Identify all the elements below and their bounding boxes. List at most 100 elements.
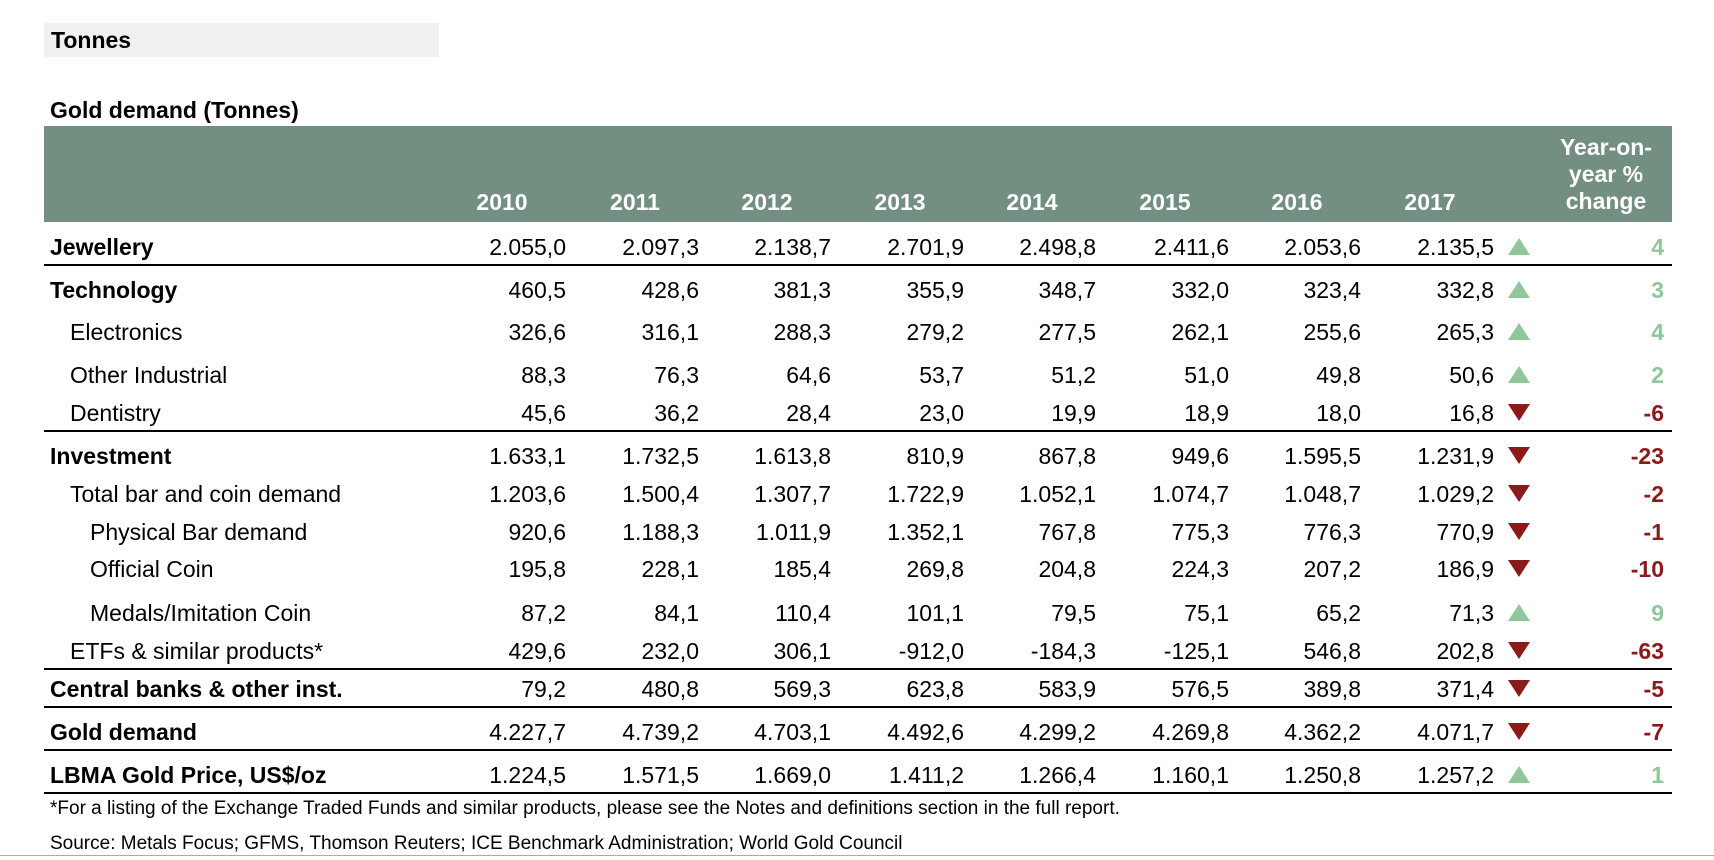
page-divider [0,855,1714,856]
value-cell-2017: 770,9 [1436,519,1494,545]
value-cell-2016: 1.048,7 [1284,481,1361,507]
value-cell-2017: 1.257,2 [1417,762,1494,788]
year-header-2014: 2014 [1006,189,1058,215]
down-triangle-icon [1506,632,1532,670]
value-cell-2011: 1.571,5 [622,762,699,788]
value-cell-2015: 775,3 [1171,519,1229,545]
value-cell-2013: 623,8 [906,676,964,702]
down-triangle-icon [1506,670,1532,708]
down-triangle-icon [1506,550,1532,588]
up-triangle-icon [1506,594,1532,632]
value-cell-2015: 949,6 [1171,443,1229,469]
yoy-change-value: -6 [1643,400,1664,426]
value-cell-2011: 1.188,3 [622,519,699,545]
value-cell-2016: 546,8 [1303,638,1361,664]
value-cell-2011: 316,1 [641,319,699,345]
value-cell-2013: 101,1 [906,600,964,626]
value-cell-2015: 1.074,7 [1152,481,1229,507]
row-label: Investment [50,443,172,469]
up-triangle-icon [1506,271,1532,309]
value-cell-2010: 1.633,1 [489,443,566,469]
yoy-change-value: 2 [1651,362,1664,388]
row-label: Technology [50,277,178,303]
up-triangle-icon [1506,228,1532,266]
value-cell-2012: 185,4 [773,556,831,582]
down-triangle-shape [1508,523,1530,541]
value-cell-2014: 767,8 [1038,519,1096,545]
value-cell-2017: 71,3 [1449,600,1494,626]
row-label: LBMA Gold Price, US$/oz [50,762,327,788]
value-cell-2014: 1.052,1 [1019,481,1096,507]
yoy-change-header: Year-on- year % change [1542,134,1670,215]
value-cell-2010: 79,2 [521,676,566,702]
yoy-change-value: -5 [1643,676,1664,702]
value-cell-2013: 53,7 [919,362,964,388]
yoy-change-value: -2 [1643,481,1664,507]
table-row: Other Industrial 88,3 76,3 64,6 53,7 51,2 51,0… [44,356,1672,394]
value-cell-2011: 232,0 [641,638,699,664]
down-triangle-icon [1506,713,1532,751]
value-cell-2012: 4.703,1 [754,719,831,745]
value-cell-2010: 1.203,6 [489,481,566,507]
value-cell-2010: 2.055,0 [489,234,566,260]
yoy-change-value: 4 [1651,319,1664,345]
table-row: ETFs & similar products* 429,6 232,0 306,1 -… [44,632,1672,670]
value-cell-2015: 1.160,1 [1152,762,1229,788]
value-cell-2011: 2.097,3 [622,234,699,260]
row-label: Other Industrial [70,362,228,388]
value-cell-2012: 381,3 [773,277,831,303]
value-cell-2010: 1.224,5 [489,762,566,788]
value-cell-2013: 279,2 [906,319,964,345]
value-cell-2016: 207,2 [1303,556,1361,582]
down-triangle-shape [1508,680,1530,698]
source-note: Source: Metals Focus; GFMS, Thomson Reut… [50,833,903,854]
row-label: ETFs & similar products* [70,638,324,664]
value-cell-2011: 1.732,5 [622,443,699,469]
up-triangle-icon [1506,313,1532,351]
value-cell-2015: -125,1 [1163,638,1229,664]
value-cell-2010: 4.227,7 [489,719,566,745]
value-cell-2015: 2.411,6 [1153,234,1229,260]
value-cell-2014: 277,5 [1038,319,1096,345]
value-cell-2013: -912,0 [898,638,964,664]
value-cell-2015: 51,0 [1184,362,1229,388]
yoy-change-value: -63 [1630,638,1664,664]
value-cell-2015: 224,3 [1171,556,1229,582]
value-cell-2017: 371,4 [1436,676,1494,702]
value-cell-2014: 19,9 [1051,400,1096,426]
value-cell-2017: 1.029,2 [1417,481,1494,507]
value-cell-2010: 429,6 [508,638,566,664]
value-cell-2016: 389,8 [1303,676,1361,702]
yoy-change-value: -1 [1643,519,1664,545]
down-triangle-shape [1508,560,1530,578]
year-header-2015: 2015 [1139,189,1191,215]
table-row: Technology 460,5 428,6 381,3 355,9 348,7 332,0… [44,271,1672,309]
value-cell-2017: 332,8 [1436,277,1494,303]
value-cell-2011: 428,6 [641,277,699,303]
value-cell-2013: 4.492,6 [887,719,964,745]
down-triangle-icon [1506,513,1532,551]
row-label: Medals/Imitation Coin [90,600,312,626]
value-cell-2012: 288,3 [773,319,831,345]
value-cell-2015: 4.269,8 [1152,719,1229,745]
value-cell-2010: 45,6 [521,400,566,426]
table-row: Electronics 326,6 316,1 288,3 279,2 277,5 262,… [44,313,1672,351]
value-cell-2017: 1.231,9 [1417,443,1494,469]
value-cell-2011: 228,1 [641,556,699,582]
footnote-etf: *For a listing of the Exchange Traded Fu… [50,798,1120,819]
unit-label: Tonnes [44,23,439,57]
row-label: Physical Bar demand [90,519,308,545]
table-row: Dentistry 45,6 36,2 28,4 23,0 19,9 18,9 18,0 16,… [44,394,1672,432]
table-row: Investment 1.633,1 1.732,5 1.613,8 810,9 867,… [44,437,1672,475]
value-cell-2014: 79,5 [1051,600,1096,626]
value-cell-2014: -184,3 [1030,638,1096,664]
value-cell-2017: 265,3 [1436,319,1494,345]
yoy-change-value: -7 [1643,719,1664,745]
value-cell-2014: 583,9 [1038,676,1096,702]
row-label: Jewellery [50,234,154,260]
value-cell-2014: 51,2 [1051,362,1096,388]
year-header-2011: 2011 [610,189,660,215]
down-triangle-icon [1506,475,1532,513]
value-cell-2016: 4.362,2 [1284,719,1361,745]
up-triangle-icon [1506,356,1532,394]
